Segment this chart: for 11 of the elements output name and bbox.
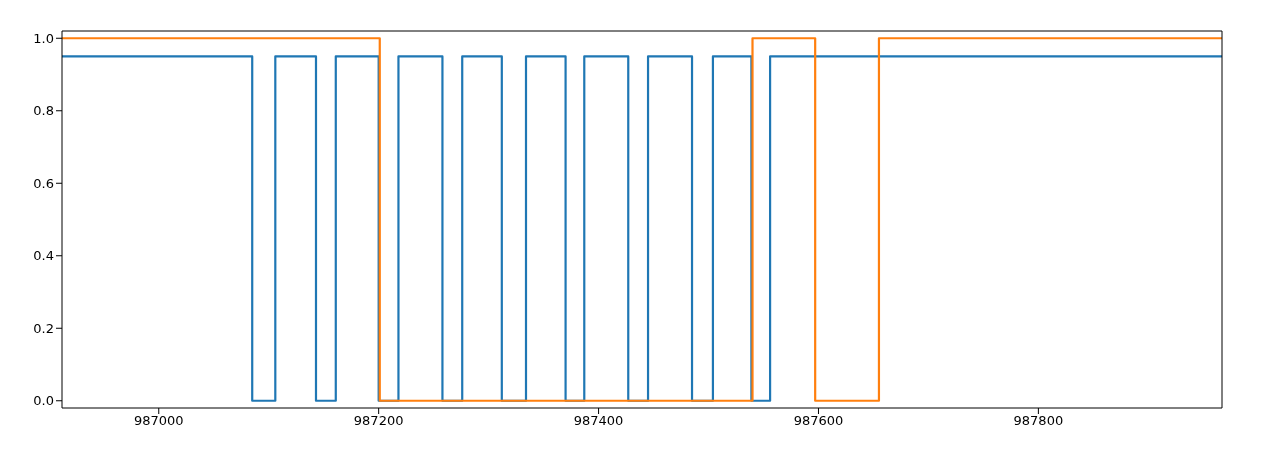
y-tick-label: 1.0 — [33, 30, 54, 46]
y-tick-label: 0.6 — [33, 175, 54, 191]
x-tick-label: 987800 — [1013, 413, 1064, 429]
x-tick-label: 987000 — [133, 413, 184, 429]
y-tick-label: 0.8 — [33, 103, 54, 119]
x-tick-label: 987400 — [573, 413, 624, 429]
x-tick-label: 987200 — [353, 413, 404, 429]
y-tick-label: 0.2 — [33, 320, 54, 336]
x-tick-label: 987600 — [793, 413, 844, 429]
y-tick-label: 0.4 — [33, 248, 54, 264]
y-tick-label: 0.0 — [33, 393, 54, 409]
